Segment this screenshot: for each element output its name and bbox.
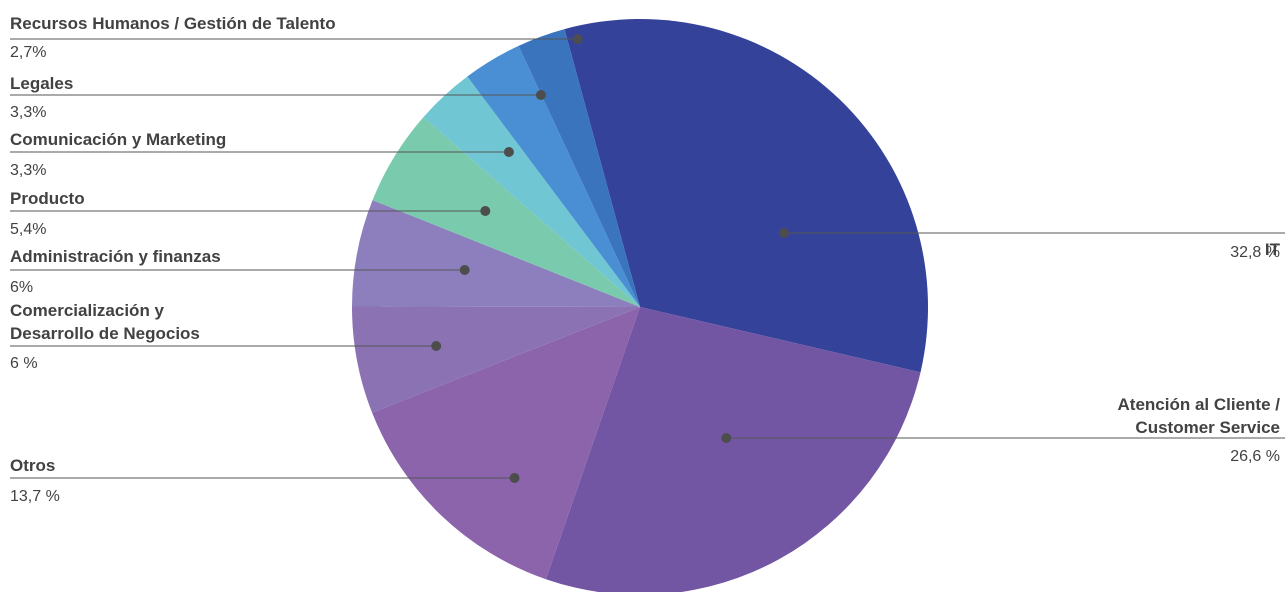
slice-value-3: 6 %	[10, 355, 38, 372]
label-dot-7	[535, 90, 546, 100]
pie-slice-8	[518, 29, 640, 308]
pie-slice-3	[351, 306, 640, 413]
slice-label-1-line-1: Customer Service	[1135, 418, 1280, 437]
pie-slice-6	[423, 76, 640, 308]
label-dot-8	[572, 34, 583, 44]
label-dot-5	[480, 206, 491, 216]
label-dot-2	[509, 473, 520, 483]
pie-slice-2	[372, 307, 640, 580]
slice-label-0: IT	[1265, 240, 1281, 259]
pie-slice-0	[564, 19, 929, 373]
slice-value-0: 32,8 %	[1230, 244, 1280, 261]
pie-slices	[351, 19, 929, 592]
slice-value-8: 2,7%	[10, 44, 46, 61]
slice-label-2: Otros	[10, 456, 55, 475]
slice-label-7: Legales	[10, 74, 73, 93]
label-dot-1	[721, 433, 732, 443]
pie-slice-1	[545, 307, 921, 592]
slice-value-6: 3,3%	[10, 162, 46, 179]
pie-slice-4	[352, 200, 640, 307]
pie-slice-5	[372, 117, 640, 307]
slice-label-3-line-0: Comercialización y	[10, 301, 165, 320]
slice-label-5: Producto	[10, 189, 85, 208]
pie-slice-7	[467, 45, 640, 307]
slice-value-4: 6%	[10, 279, 33, 296]
slice-label-3-line-1: Desarrollo de Negocios	[10, 324, 200, 343]
slice-value-2: 13,7 %	[10, 488, 60, 505]
label-dot-0	[778, 228, 789, 238]
slice-label-8: Recursos Humanos / Gestión de Talento	[10, 14, 336, 33]
slice-value-7: 3,3%	[10, 104, 46, 121]
label-dot-3	[431, 341, 442, 351]
label-dot-4	[459, 265, 470, 275]
label-dot-6	[503, 147, 514, 157]
slice-value-1: 26,6 %	[1230, 448, 1280, 465]
slice-label-1-line-0: Atención al Cliente /	[1118, 395, 1281, 414]
slice-label-6: Comunicación y Marketing	[10, 130, 226, 149]
slice-value-5: 5,4%	[10, 221, 46, 238]
slice-label-4: Administración y finanzas	[10, 247, 221, 266]
